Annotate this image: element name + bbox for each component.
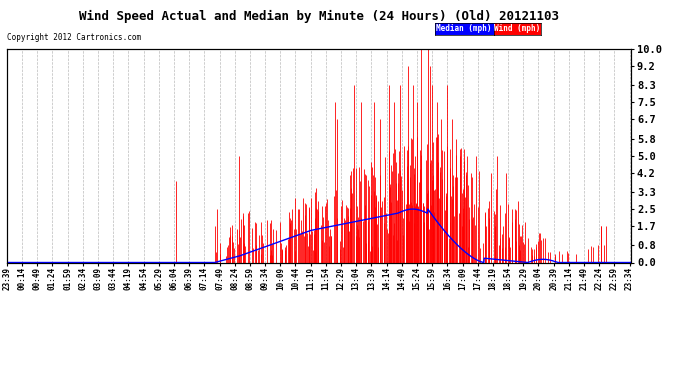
Title: Wind Speed Actual and Median by Minute (24 Hours) (Old) 20121103: Wind Speed Actual and Median by Minute (… — [79, 10, 559, 23]
Text: Copyright 2012 Cartronics.com: Copyright 2012 Cartronics.com — [7, 33, 141, 42]
